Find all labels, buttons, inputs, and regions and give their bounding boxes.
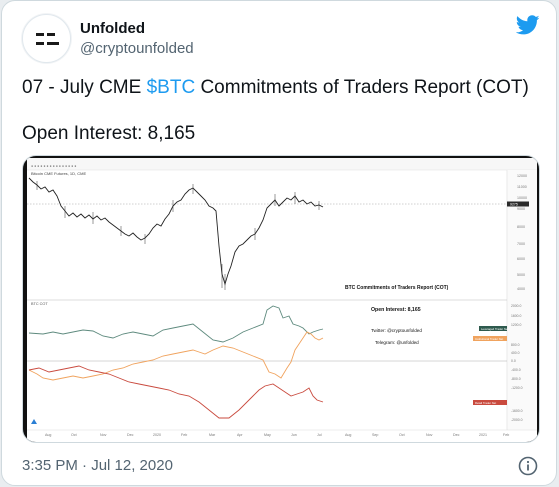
cot-indicator-label: BTC COT [31,302,48,306]
price-tick: 9000 [517,207,525,211]
time-axis-label: May [264,433,271,437]
tradingview-logo-icon [31,419,37,424]
price-tag [507,201,529,207]
time-axis-label: Dec [453,433,460,437]
cot-tick: -1200.0 [511,386,523,390]
time-axis-label: Jul [317,433,322,437]
price-tick: 8000 [517,225,525,229]
info-icon[interactable] [518,456,538,481]
cot-tick: -800.0 [511,377,521,381]
cot-tick: 0.0 [511,359,516,363]
chart-telegram-credit: Telegram: @unfolded [375,340,419,345]
chart-header-strip [27,158,537,170]
twitter-bird-icon[interactable] [515,15,540,42]
time-axis-label: Feb [503,433,509,437]
time-axis-label: Sep [372,433,378,437]
time-axis-label: Jun [291,433,297,437]
time-axis-label: Oct [399,433,405,437]
price-tick: 11000 [517,185,527,189]
handle[interactable]: @cryptounfolded [80,40,194,57]
instrument-label: Bitcoin CME Futures, 1D, CME [31,171,86,176]
cot-tick: 1600.0 [511,314,521,318]
unfolded-logo-icon [36,33,59,45]
time-axis-label: Apr [237,433,243,437]
chart-twitter-credit: Twitter: @cryptounfolded [371,328,422,333]
time-axis-label: Aug [345,433,351,437]
time-axis-labels: Aug Oct Nov Dec 2020 Feb Mar Apr May Jun… [45,433,509,437]
open-interest-text: Open Interest: 8,165 [22,123,196,144]
time-axis-label: Aug [45,433,51,437]
chart-panel-title: BTC Commitments of Traders Report (COT) [345,285,449,291]
chart-image[interactable]: ● ● ● ● ● ● ● ● ● ● ● ● ● ● ● Bitcoin CM… [22,155,540,443]
price-tick: 7000 [517,242,525,246]
btc-cashtag-link[interactable]: $BTC [146,77,196,98]
price-axis-ticks: 12000 11000 10000 9000 8000 7000 6000 50… [517,174,527,291]
tweet-text-suffix: Commitments of Traders Report (COT) [195,77,529,98]
institutional-trader-series [28,331,324,381]
retail-tag [473,400,507,405]
retail-trader-series [28,365,324,419]
price-candle-wicks [36,181,320,290]
display-name[interactable]: Unfolded [80,20,145,37]
cot-tick: 2000.0 [511,304,521,308]
time-axis-label: Nov [426,433,433,437]
tradingview-chart-screenshot: ● ● ● ● ● ● ● ● ● ● ● ● ● ● ● Bitcoin CM… [27,158,537,442]
chart-open-interest: Open Interest: 8,165 [371,307,421,313]
price-tick: 10000 [517,196,527,200]
cot-tick: -400.0 [511,368,521,372]
price-tick: 5000 [517,273,525,277]
tweet-text: 07 - July CME $BTC Commitments of Trader… [22,77,529,99]
time-axis-label: Feb [181,433,187,437]
tweet-text-prefix: 07 - July CME [22,77,147,98]
cot-tick: 400.0 [511,351,520,355]
institutional-tag-label: Institutional Trader Net [475,337,503,341]
cot-tick: -2000.0 [511,418,523,422]
tweet-timestamp[interactable]: 3:35 PM · Jul 12, 2020 [22,457,173,474]
avatar[interactable] [22,14,71,63]
price-series-line [28,177,324,286]
cot-tick: -1600.0 [511,409,523,413]
institutional-tag [473,336,507,341]
time-axis-label: Dec [127,433,134,437]
cot-axis-ticks: 2000.0 1600.0 1200.0 800.0 400.0 0.0 -40… [511,304,523,422]
price-tick: 6000 [517,257,525,261]
time-axis-label: 2020 [153,433,161,437]
price-tag-label: 9275 [510,203,518,207]
price-tick: 4000 [517,287,525,291]
cot-tick: 800.0 [511,343,520,347]
retail-tag-label: Retail Trader Net [475,401,496,405]
time-axis-label: Oct [71,433,77,437]
leveraged-tag-label: Leveraged Trader Net [481,327,508,331]
svg-text:● ● ● ● ● ● ● ● ● ● ● ● ● ● ●: ● ● ● ● ● ● ● ● ● ● ● ● ● ● ● [31,164,76,168]
leveraged-trader-series [28,305,324,343]
time-axis-label: Nov [100,433,107,437]
right-axis-panel [507,170,537,430]
time-axis-label: 2021 [479,433,487,437]
leveraged-tag [479,326,507,331]
price-tick: 12000 [517,174,527,178]
cot-tick: 1200.0 [511,323,521,327]
time-axis-label: Mar [209,433,216,437]
